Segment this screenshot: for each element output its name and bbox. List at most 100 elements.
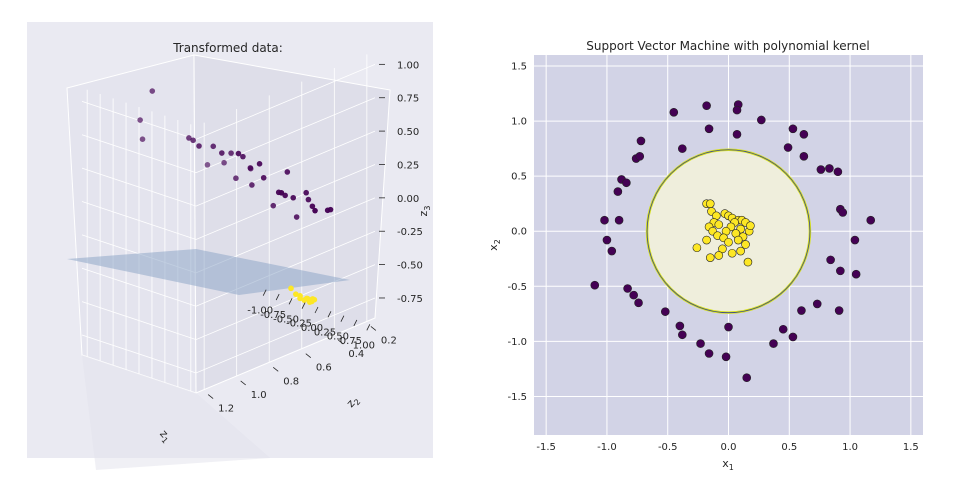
point-3d-outer — [228, 150, 234, 156]
y-tick-label: -1.0 — [507, 337, 527, 348]
point-3d-outer — [293, 214, 300, 220]
grid-3d — [81, 54, 376, 392]
ticks-3d: -1.00-0.75-0.50-0.250.000.250.500.751.00… — [207, 60, 423, 415]
point-outer — [783, 143, 793, 152]
y-tick-label: 1.0 — [511, 117, 527, 128]
x-tick-mark-3d — [353, 319, 358, 327]
x-tick-label-3d: 0.00 — [301, 323, 323, 334]
axis-label-x1: x1 — [722, 457, 734, 472]
point-inner — [724, 237, 733, 247]
gridline-3d-z — [81, 230, 376, 307]
point-inner — [746, 221, 755, 231]
point-3d-outer — [190, 137, 196, 144]
axis-label-z3: z3 — [417, 206, 432, 217]
point-3d-outer — [240, 153, 246, 160]
x-tick-label-3d: -0.75 — [260, 310, 286, 321]
point-outer — [834, 306, 844, 315]
gridline-3d-z — [81, 164, 376, 240]
z-tick-label-3d: -0.75 — [397, 294, 423, 305]
x-tick-label: 0.0 — [721, 442, 737, 453]
z-tick-label-3d: 0.00 — [397, 194, 419, 205]
point-outer — [678, 144, 687, 153]
point-outer — [816, 165, 826, 174]
point-outer — [704, 349, 714, 358]
z-tick-label-3d: -0.25 — [397, 227, 423, 238]
x-tick-mark-3d — [314, 306, 319, 314]
x-tick-label: 1.0 — [842, 442, 858, 453]
point-3d-outer — [312, 207, 318, 214]
pane-left — [66, 54, 197, 394]
y-tick-label-3d: 1.0 — [251, 390, 267, 401]
point-3d-outer — [247, 165, 254, 172]
chart-3d: -1.00-0.75-0.50-0.250.000.250.500.751.00… — [27, 22, 433, 470]
point-outer — [622, 178, 631, 188]
point-outer — [629, 290, 638, 300]
x-tick-label-3d: 1.00 — [353, 340, 375, 351]
point-3d-outer — [235, 150, 242, 157]
y-tick-mark-3d — [207, 394, 214, 399]
point-outer — [833, 167, 843, 177]
point-outer — [788, 124, 798, 134]
point-outer — [669, 107, 679, 117]
points-3d — [137, 88, 334, 305]
x-tick-mark-3d — [275, 293, 280, 301]
decision-boundary — [646, 149, 811, 314]
point-outer — [704, 124, 714, 134]
point-outer — [851, 269, 861, 279]
x-tick-label-3d: 0.75 — [340, 336, 362, 347]
point-3d-outer — [204, 162, 211, 168]
x-tick-label: 0.5 — [781, 442, 797, 453]
gridline-3d-z — [81, 130, 376, 207]
x-tick-mark-3d — [366, 324, 371, 331]
point-3d-outer — [303, 189, 309, 196]
y-tick-mark-3d — [370, 326, 377, 331]
y-tick-label-3d: 0.4 — [348, 349, 364, 360]
point-outer — [602, 235, 612, 245]
point-outer — [607, 246, 617, 256]
x-tick-label: -0.5 — [658, 442, 678, 453]
point-outer — [636, 136, 646, 146]
point-outer — [778, 324, 788, 334]
point-outer — [742, 373, 752, 383]
point-outer — [850, 235, 860, 245]
point-3d-outer — [270, 202, 277, 209]
x-tick-mark-3d — [288, 298, 293, 305]
point-outer — [635, 152, 645, 161]
point-3d-outer — [249, 182, 255, 188]
point-outer — [838, 208, 848, 217]
point-outer — [614, 215, 624, 225]
point-inner — [733, 235, 743, 245]
grid-2d — [534, 55, 923, 435]
point-3d-inner — [293, 291, 299, 297]
point-outer — [757, 115, 766, 125]
y-tick-label: 0.5 — [511, 172, 527, 183]
point-outer — [788, 332, 798, 342]
z-tick-label-3d: 1.00 — [397, 60, 419, 71]
point-outer — [799, 152, 809, 161]
pane-floor — [82, 355, 270, 470]
y-tick-label-3d: 0.8 — [283, 376, 299, 387]
y-tick-mark-3d — [338, 339, 344, 345]
chart-svm: -1.5 -1.0 -0.5 0.0 0.5 1.0 1.5 -1.5 -1.0 -0.5 0.0 0… — [487, 39, 923, 472]
gridline-3d-z — [81, 63, 376, 140]
point-outer — [634, 298, 643, 308]
point-outer — [866, 215, 876, 225]
point-inner — [727, 248, 737, 258]
chart-svm-title: Support Vector Machine with polynomial k… — [586, 39, 869, 53]
y-tick-label: 1.5 — [511, 62, 527, 73]
point-outer — [660, 307, 670, 316]
point-inner — [718, 244, 727, 254]
x-tick-mark-3d — [262, 289, 267, 296]
point-3d-outer — [139, 136, 146, 142]
point-3d-outer — [210, 143, 217, 150]
point-inner — [741, 240, 750, 249]
x-tick-label-3d: -0.50 — [273, 314, 299, 325]
gridline-3d-z — [81, 97, 376, 174]
y-tick-mark-3d — [305, 353, 312, 358]
point-outer — [721, 352, 731, 362]
point-3d-outer — [196, 143, 202, 149]
point-outer — [623, 284, 632, 293]
z-tick-label-3d: 0.25 — [397, 160, 419, 171]
point-outer — [825, 164, 834, 173]
